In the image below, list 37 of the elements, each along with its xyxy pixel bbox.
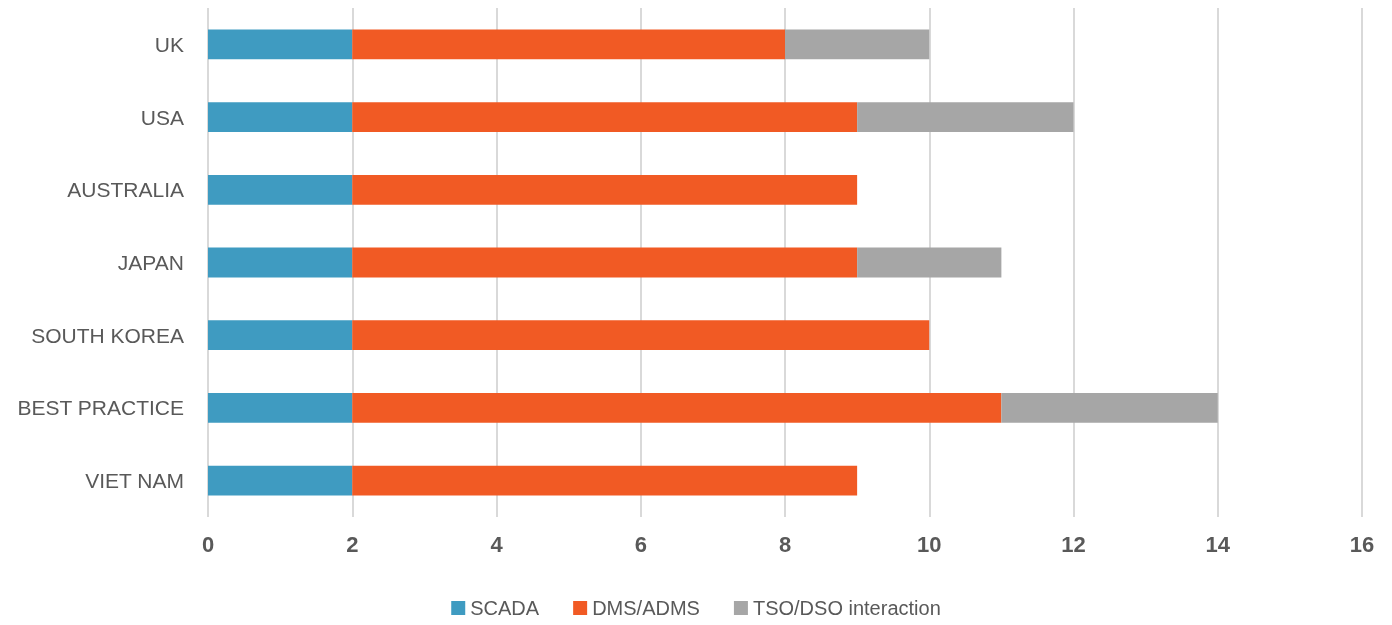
legend-label: DMS/ADMS [592, 597, 700, 619]
bar [352, 29, 785, 60]
bar [208, 465, 353, 496]
y-tick-label: VIET NAM [85, 469, 184, 493]
bar [1001, 393, 1218, 423]
x-tick-label: 4 [490, 531, 504, 557]
bar [352, 465, 858, 496]
bar [857, 247, 1002, 278]
bar [352, 247, 858, 278]
legend-label: SCADA [470, 597, 540, 619]
y-tick-label: JAPAN [117, 251, 184, 274]
x-tick-label: 12 [1061, 531, 1086, 557]
x-tick-label: 14 [1205, 531, 1231, 557]
bar [352, 174, 858, 205]
x-tick-label: 8 [778, 531, 792, 557]
y-tick-label: SOUTH KOREA [31, 323, 184, 347]
bar [208, 29, 353, 60]
bar [352, 320, 930, 351]
bar [857, 102, 1074, 132]
bar [785, 29, 930, 60]
bar [208, 174, 353, 205]
bar [352, 102, 858, 132]
bar [208, 102, 353, 132]
y-tick-label: AUSTRALIA [67, 178, 184, 202]
y-tick-label: BEST PRACTICE [17, 396, 184, 420]
y-tick-label: USA [140, 105, 184, 129]
x-tick-label: 16 [1349, 531, 1375, 557]
x-tick-label: 10 [917, 531, 942, 557]
x-tick-label: 0 [201, 531, 215, 557]
legend-label: TSO/DSO interaction [752, 597, 941, 619]
bar [352, 393, 1002, 423]
x-tick-label: 6 [634, 531, 647, 557]
x-tick-label: 2 [346, 531, 359, 557]
y-tick-label: UK [154, 32, 184, 56]
bar [208, 320, 353, 351]
bar [208, 247, 353, 278]
bar [208, 393, 353, 423]
